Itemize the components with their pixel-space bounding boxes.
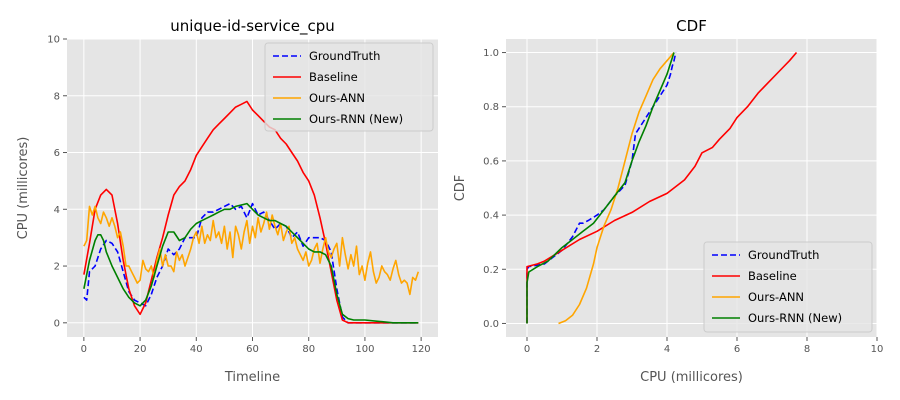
series-group bbox=[83, 100, 420, 324]
legend-label-ours-ann: Ours-ANN bbox=[748, 290, 804, 304]
cpu-timeline-chart: 0 20 40 60 80 100 120 0 2 4 6 8 10 unique-id-service_… bbox=[16, 17, 438, 385]
legend-label-groundtruth: GroundTruth bbox=[748, 248, 819, 262]
grid: 0 2 4 6 8 10 0.0 0.2 0.4 0.6 0.8 1.0 bbox=[483, 39, 883, 355]
legend: GroundTruth Baseline Ours-ANN Ours-RNN (New… bbox=[264, 42, 434, 132]
x-tick-label: 40 bbox=[190, 344, 203, 355]
series-group bbox=[526, 51, 798, 325]
series-line-baseline bbox=[526, 51, 798, 324]
series-line-ours-rnn-new bbox=[83, 202, 419, 324]
x-tick-label: 4 bbox=[664, 344, 670, 355]
x-tick-label: 80 bbox=[302, 344, 315, 355]
legend-label-baseline: Baseline bbox=[309, 70, 358, 84]
series-line-ours-ann bbox=[558, 51, 675, 325]
legend-label-ours-rnn-new: Ours-RNN (New) bbox=[748, 311, 842, 325]
x-tick-label: 8 bbox=[804, 344, 810, 355]
y-tick-label: 4 bbox=[54, 205, 60, 216]
x-tick-label: 10 bbox=[871, 344, 884, 355]
legend: GroundTruth Baseline Ours-ANN Ours-RNN (New… bbox=[703, 241, 873, 333]
y-tick-label: 2 bbox=[54, 262, 60, 273]
y-tick-label: 10 bbox=[47, 35, 60, 46]
legend-label-baseline: Baseline bbox=[748, 269, 797, 283]
y-tick-label: 0.2 bbox=[483, 265, 499, 276]
y-tick-label: 0.4 bbox=[483, 211, 499, 222]
legend-label-ours-rnn-new: Ours-RNN (New) bbox=[309, 112, 403, 126]
series-line-ours-ann bbox=[83, 205, 420, 296]
x-tick-label: 0 bbox=[524, 344, 530, 355]
y-tick-label: 0 bbox=[54, 318, 60, 329]
y-tick-label: 8 bbox=[54, 91, 60, 102]
x-tick-label: 100 bbox=[355, 344, 374, 355]
y-tick-label: 1.0 bbox=[483, 48, 499, 59]
chart-title: CDF bbox=[676, 17, 707, 35]
chart-title: unique-id-service_cpu bbox=[170, 17, 334, 36]
y-tick-label: 0.6 bbox=[483, 156, 499, 167]
x-tick-label: 20 bbox=[134, 344, 147, 355]
x-tick-label: 0 bbox=[81, 344, 87, 355]
x-tick-label: 6 bbox=[734, 344, 740, 355]
legend-label-groundtruth: GroundTruth bbox=[309, 49, 380, 63]
legend-box bbox=[264, 42, 434, 132]
y-tick-label: 0.0 bbox=[483, 319, 499, 330]
x-axis-label: CPU (millicores) bbox=[640, 370, 743, 385]
series-line-groundtruth bbox=[83, 202, 419, 324]
x-tick-label: 60 bbox=[246, 344, 259, 355]
y-axis-label: CDF bbox=[453, 175, 468, 202]
x-axis-label: Timeline bbox=[224, 370, 280, 385]
y-axis-label: CPU (millicores) bbox=[16, 137, 31, 240]
cdf-chart: 0 2 4 6 8 10 0.0 0.2 0.4 0.6 0.8 1.0 CDF CPU (millico… bbox=[453, 17, 883, 385]
x-tick-label: 2 bbox=[594, 344, 600, 355]
y-tick-label: 6 bbox=[54, 148, 60, 159]
legend-label-ours-ann: Ours-ANN bbox=[309, 91, 365, 105]
y-tick-label: 0.8 bbox=[483, 102, 499, 113]
series-line-ours-rnn-new bbox=[526, 52, 675, 324]
legend-box bbox=[703, 241, 873, 333]
x-tick-label: 120 bbox=[412, 344, 431, 355]
